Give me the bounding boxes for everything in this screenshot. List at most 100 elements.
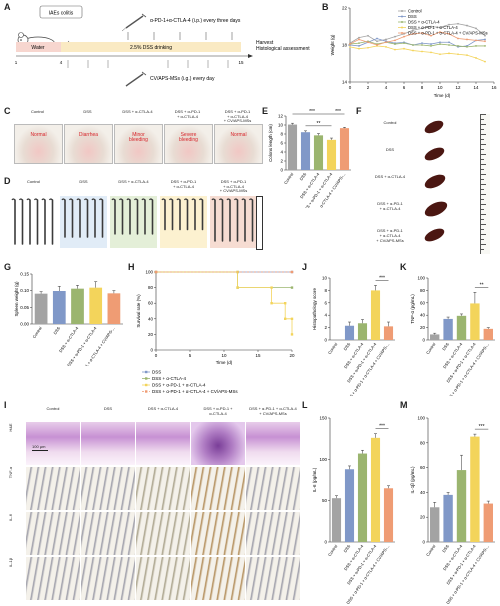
y-tick-label: 2 [324, 325, 327, 330]
bar [357, 453, 368, 542]
legend-marker [145, 383, 148, 387]
panel-d-ruler [256, 196, 263, 250]
data-point [484, 45, 486, 47]
data-point [412, 44, 414, 46]
panel-label-l: L [302, 400, 308, 410]
x-tick-label: DSS [343, 543, 352, 553]
histology-image [81, 557, 135, 600]
ruler-tick [481, 244, 486, 245]
panel-c-note: Diarrhea [78, 132, 99, 138]
panel-d-title: Control [27, 179, 40, 184]
bar [313, 135, 324, 170]
panel-i-column-title: DSS [103, 406, 113, 411]
y-tick-label: 80 [148, 285, 154, 290]
data-point [430, 43, 432, 45]
data-point [448, 23, 450, 26]
data-point [358, 42, 360, 45]
significance-label: ** [317, 121, 321, 127]
y-axis-label: Colons length (cm) [268, 124, 273, 162]
panel-d-title: DSS [79, 179, 88, 184]
histology-image [191, 557, 245, 600]
ruler-tick [481, 149, 484, 150]
panel-d-colons [161, 198, 204, 231]
histology-image [246, 557, 300, 600]
ruler-tick [481, 119, 484, 120]
x-tick-label: 0 [349, 85, 352, 90]
scale-bar-label: 100 µm [32, 444, 46, 449]
x-tick-label: 16 [491, 85, 497, 90]
data-point [430, 45, 432, 47]
data-point [290, 333, 294, 336]
dss-bar [61, 42, 241, 52]
bar [287, 124, 298, 170]
y-tick-label: 60 [148, 301, 154, 306]
spleen [422, 198, 450, 220]
data-point [421, 42, 423, 45]
data-point [466, 24, 468, 27]
y-axis-label: TNF-α (pg/mL) [410, 294, 415, 324]
ruler-tick [481, 204, 486, 205]
spleen [422, 118, 446, 136]
y-tick-label: 60 [420, 300, 426, 305]
bar [326, 139, 337, 170]
data-point [403, 42, 405, 45]
data-point [430, 25, 432, 28]
y-tick-label: 14 [342, 80, 348, 85]
legend-label: DSS + α-PD-1 + α-CTLA-4 [408, 25, 458, 30]
bar [300, 132, 311, 170]
significance-label: *** [479, 424, 485, 430]
data-point [457, 53, 459, 56]
ruler-tick [481, 154, 486, 155]
data-point [421, 44, 423, 46]
legend-label: Control [408, 9, 422, 14]
colitis-box [39, 5, 83, 19]
significance-label: *** [335, 109, 341, 115]
legend-marker [145, 377, 148, 380]
panel-c-note: Severe bleeding [179, 132, 198, 143]
ruler-tick [481, 144, 486, 145]
y-axis-label: Spleen weight (g) [14, 281, 19, 317]
data-point [430, 34, 432, 37]
data-point [394, 39, 396, 42]
bar [370, 290, 381, 340]
y-axis-label: Survival rate (%) [136, 294, 141, 328]
data-point [358, 36, 360, 39]
chart-b-weight: 14 18 22 0 2 4 6 8 10 12 14 16 Weight (g) Time (d) Con… [330, 6, 497, 99]
data-point [475, 57, 477, 59]
data-point [385, 41, 387, 44]
bar [470, 436, 480, 542]
panel-d-colons [111, 198, 154, 235]
data-point [412, 33, 414, 35]
y-tick-label: 0 [324, 540, 327, 545]
treatment-top-label: α-PD-1+α-CTLA-4 (i.p.) every three days [150, 18, 241, 24]
panel-c-title: Control [31, 109, 44, 114]
panel-d-photo [210, 196, 257, 248]
y-axis-label: Histopathology score [312, 287, 317, 330]
data-point [358, 45, 360, 47]
data-point [457, 45, 459, 47]
y-tick-label: 20 [148, 332, 154, 337]
ruler-tick [481, 194, 486, 195]
data-point [236, 286, 239, 289]
y-tick-label: 8 [324, 288, 327, 293]
ruler-tick [481, 179, 484, 180]
water-bar [16, 42, 61, 52]
data-point [358, 47, 360, 50]
bar [383, 488, 394, 542]
panel-c-note: Normal [230, 132, 247, 138]
legend-marker [401, 32, 403, 34]
spleen [422, 145, 447, 163]
panel-d-photo [60, 196, 107, 248]
y-tick-label: 0.05 [20, 305, 29, 310]
series-line [349, 45, 486, 63]
bar [52, 291, 66, 324]
histology-image [191, 467, 245, 510]
data-point [284, 302, 287, 305]
survival-curve [156, 271, 292, 289]
bar [456, 315, 467, 340]
data-point [439, 31, 441, 33]
tick-day-15: 15 [238, 60, 244, 65]
data-point [376, 44, 378, 46]
y-tick-label: 150 [319, 416, 327, 421]
panel-label-b: B [322, 2, 329, 12]
